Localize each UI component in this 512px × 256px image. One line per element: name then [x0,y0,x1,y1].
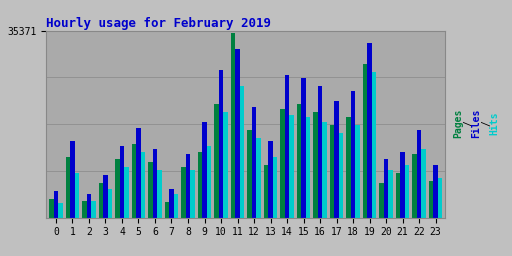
Bar [186,154,190,218]
Bar [141,152,145,218]
Bar [169,188,174,218]
Bar [313,112,318,218]
Bar [115,159,120,218]
Text: Hits: Hits [489,111,499,135]
Bar [306,117,310,218]
Bar [153,149,157,218]
Bar [372,72,376,218]
Bar [49,199,54,218]
Bar [157,170,162,218]
Bar [433,165,438,218]
Text: Files: Files [471,108,481,137]
Bar [438,178,442,218]
Bar [54,191,58,218]
Bar [174,194,178,218]
Bar [82,201,87,218]
Bar [412,154,417,218]
Bar [367,43,372,218]
Bar [268,141,273,218]
Bar [383,159,388,218]
Bar [223,112,228,218]
Bar [400,152,405,218]
Bar [417,130,421,218]
Bar [346,117,351,218]
Bar [98,183,103,218]
Bar [132,144,136,218]
Bar [388,170,393,218]
Bar [429,181,433,218]
Bar [240,86,244,218]
Bar [190,170,195,218]
Bar [257,138,261,218]
Bar [252,107,257,218]
Bar [66,157,70,218]
Bar [87,194,91,218]
Bar [355,125,360,218]
Bar [164,202,169,218]
Bar [247,130,252,218]
Bar [230,33,235,218]
Bar [207,146,211,218]
Text: Hourly usage for February 2019: Hourly usage for February 2019 [46,17,271,29]
Bar [285,75,289,218]
Bar [198,152,202,218]
Bar [379,183,383,218]
Bar [103,175,108,218]
Bar [108,188,113,218]
Bar [301,78,306,218]
Bar [318,86,323,218]
Bar [289,115,294,218]
Bar [75,173,79,218]
Bar [323,123,327,218]
Text: /: / [481,120,492,126]
Bar [91,201,96,218]
Bar [351,91,355,218]
Bar [58,203,63,218]
Bar [181,167,186,218]
Bar [148,162,153,218]
Bar [273,157,278,218]
Text: Pages: Pages [453,108,463,137]
Bar [396,173,400,218]
Bar [124,167,129,218]
Bar [405,165,410,218]
Text: /: / [463,120,474,126]
Bar [136,128,141,218]
Bar [202,123,207,218]
Bar [280,109,285,218]
Bar [421,149,426,218]
Bar [362,64,367,218]
Bar [334,101,339,218]
Bar [70,141,75,218]
Bar [339,133,344,218]
Bar [214,104,219,218]
Bar [219,70,223,218]
Bar [296,104,301,218]
Bar [120,146,124,218]
Bar [235,49,240,218]
Bar [264,165,268,218]
Bar [330,125,334,218]
